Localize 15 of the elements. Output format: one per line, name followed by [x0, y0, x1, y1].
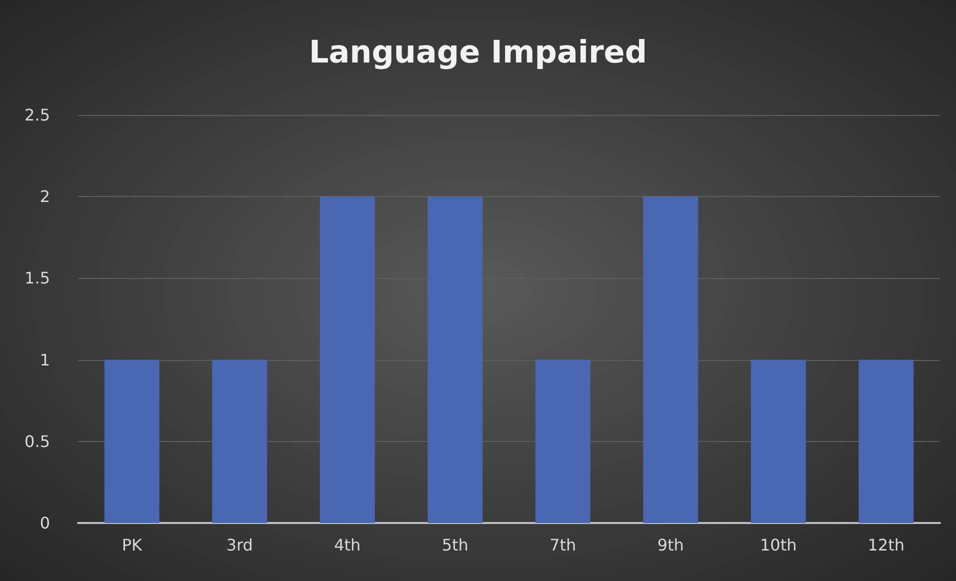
y-tick-label: 2: [40, 187, 50, 206]
x-tick-label: 9th: [657, 536, 684, 554]
y-tick-label: 0: [40, 514, 50, 532]
y-tick-label: 2.5: [24, 106, 50, 124]
x-tick-label: 5th: [442, 536, 468, 554]
y-tick-label: 1.5: [24, 268, 50, 288]
x-tick-label: 7th: [550, 536, 576, 554]
x-tick-label: 4th: [334, 536, 361, 554]
x-tick-label: 10th: [760, 536, 797, 554]
x-tick-label: 3rd: [226, 536, 253, 554]
x-tick-label: PK: [122, 536, 142, 554]
y-tick-label: 1: [40, 350, 50, 370]
y-tick-label: 0.5: [24, 432, 50, 451]
chart-title: Language Impaired: [308, 34, 648, 70]
x-tick-label: 12th: [868, 536, 905, 554]
